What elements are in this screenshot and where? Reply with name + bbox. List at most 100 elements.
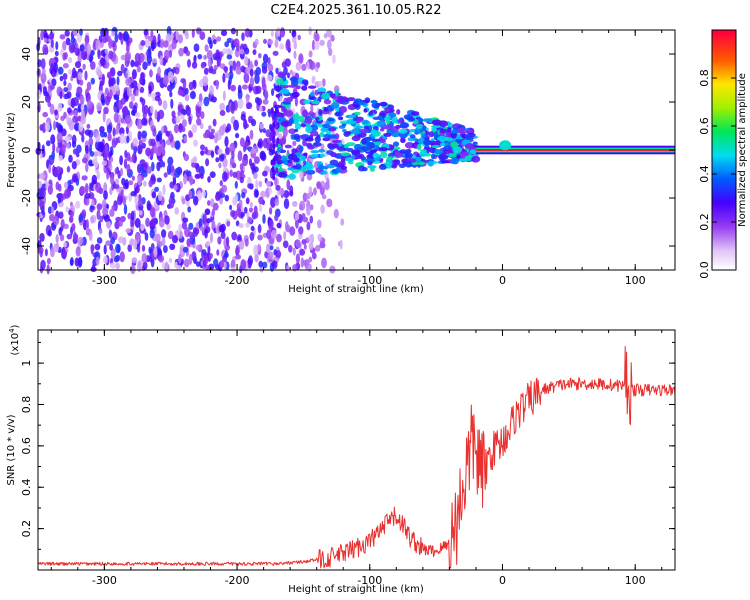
spectrogram-cell xyxy=(55,41,59,50)
spectrogram-cell xyxy=(51,78,57,87)
spectrogram-cell xyxy=(191,251,197,261)
x-tick-label: -300 xyxy=(92,274,117,287)
spectrogram-cell xyxy=(135,112,141,118)
spectrogram-cell xyxy=(248,207,254,213)
spectrogram-cell xyxy=(220,231,226,240)
spectrogram-cell xyxy=(97,49,101,60)
spectrogram-cell xyxy=(126,86,132,98)
spectrogram-cell xyxy=(91,199,95,207)
spectrogram-cell xyxy=(259,203,263,213)
spectrogram-cell xyxy=(321,257,327,269)
spectrogram-cell xyxy=(272,121,276,128)
spectrogram-cell xyxy=(320,127,328,133)
colorbar-step xyxy=(712,128,736,131)
spectrogram-cell xyxy=(188,190,193,199)
spectrogram-cell xyxy=(90,216,95,224)
spectrogram-cell xyxy=(178,224,183,232)
spectrogram-cell xyxy=(123,158,128,169)
spectrogram-cell xyxy=(309,204,314,211)
spectrogram-cell xyxy=(162,184,166,196)
spectrogram-cell xyxy=(100,27,106,38)
spectrogram-cell xyxy=(76,144,82,154)
spectrogram-cell xyxy=(327,39,332,50)
spectrogram-cell xyxy=(124,72,128,79)
spectrogram-cell xyxy=(287,167,295,171)
spectrogram-cell xyxy=(192,156,198,164)
spectrogram-cell xyxy=(62,73,68,80)
spectrogram-cell xyxy=(308,85,317,89)
spectrogram-cell xyxy=(119,218,123,227)
spectrogram-cell xyxy=(187,206,192,213)
spectrogram-cell xyxy=(45,94,51,103)
spectrogram-cell xyxy=(226,54,233,60)
spectrogram-cell xyxy=(141,117,148,126)
spectrogram-cell xyxy=(342,129,347,133)
spectrogram-cell xyxy=(274,198,280,207)
spectrogram-cell xyxy=(94,160,99,168)
spectrogram-cell xyxy=(322,137,331,142)
colorbar-step xyxy=(712,232,736,235)
colorbar-ticks: 0.0 0.2 0.4 0.6 0.8 xyxy=(698,69,736,279)
spectrogram-cell xyxy=(271,229,277,240)
spectrogram-cell xyxy=(297,135,308,138)
spectrogram-cell xyxy=(201,190,206,198)
spectrogram-cell xyxy=(215,79,219,90)
spectrogram-cell xyxy=(399,149,408,154)
colorbar-step xyxy=(712,42,736,45)
spectrogram-cell xyxy=(139,96,143,103)
spectrogram-cell xyxy=(173,184,178,191)
spectrogram-cell xyxy=(203,132,208,139)
spectrogram-cell xyxy=(321,92,330,100)
spectrogram-cell xyxy=(77,115,81,122)
spectrogram-cell xyxy=(131,175,135,181)
spectrogram-cell xyxy=(283,231,287,241)
spectrogram-cell xyxy=(161,261,165,269)
spectrogram-cell xyxy=(274,39,279,48)
spectrogram-cell xyxy=(204,208,211,215)
colorbar-step xyxy=(712,188,736,191)
spectrogram-cell xyxy=(222,48,228,55)
spectrogram-cell xyxy=(272,143,276,150)
colorbar-step xyxy=(712,218,736,221)
spectrogram-cell xyxy=(269,143,273,150)
spectrogram-cell xyxy=(156,240,163,248)
spectrogram-cell xyxy=(96,203,103,211)
spectrogram-cell xyxy=(151,58,158,64)
spectrogram-cell xyxy=(102,207,109,216)
spectrogram-cell xyxy=(183,153,190,162)
spectrogram-cell xyxy=(111,138,117,149)
snr-axes: -300 -200 -100 0 100 0.2 0.4 0.6 0.8 1 xyxy=(20,330,675,587)
spectrogram-cell xyxy=(393,159,399,164)
spectrogram-cell xyxy=(301,85,308,91)
spectrogram-cell xyxy=(278,189,285,195)
spectrogram-cell xyxy=(267,39,273,45)
spectrogram-cell xyxy=(323,99,332,105)
spectrogram-cell xyxy=(119,251,125,263)
x-tick-label: 100 xyxy=(625,574,646,587)
spectrogram-cell xyxy=(64,136,71,142)
spectrogram-cell xyxy=(211,219,216,229)
spectrogram-cell xyxy=(115,262,120,270)
colorbar-step xyxy=(712,178,736,181)
spectrogram-cell xyxy=(213,39,217,45)
spectrogram-cell xyxy=(205,240,211,246)
colorbar-step xyxy=(712,120,736,123)
spectrogram-cell xyxy=(109,244,113,251)
spectrogram-cell xyxy=(62,249,67,258)
x-tick-label: -300 xyxy=(92,574,117,587)
spectrogram-cell xyxy=(219,180,223,187)
spectrogram-cell xyxy=(284,144,292,149)
spectrogram-cell xyxy=(434,149,444,155)
spectrogram-cell xyxy=(302,216,309,223)
spectrogram-cell xyxy=(365,141,373,146)
colorbar-step xyxy=(712,124,736,127)
spectrogram-cell xyxy=(124,150,128,158)
spectrogram-cell xyxy=(246,212,250,218)
spectrogram-cell xyxy=(263,38,267,44)
spectrogram-cell xyxy=(324,148,328,158)
spectrogram-cell xyxy=(433,131,439,137)
spectrogram-cell xyxy=(216,36,222,42)
spectrogram-cell xyxy=(186,170,192,177)
colorbar-step xyxy=(712,242,736,245)
